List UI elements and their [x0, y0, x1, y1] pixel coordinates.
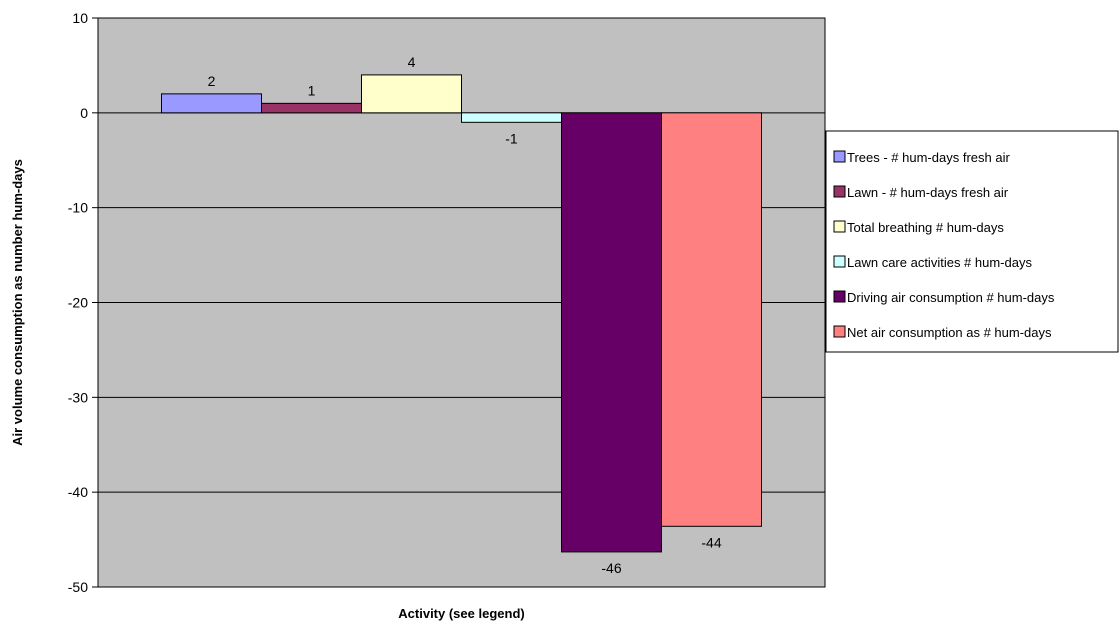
- legend-label: Trees - # hum-days fresh air: [847, 150, 1010, 165]
- legend: Trees - # hum-days fresh air Lawn - # hum…: [825, 130, 1119, 353]
- bar: [361, 74, 462, 114]
- legend-label: Driving air consumption # hum-days: [847, 290, 1055, 305]
- y-tick-label: -20: [68, 295, 88, 311]
- data-label: 4: [408, 54, 416, 70]
- y-tick-label: 0: [80, 105, 88, 121]
- legend-label: Net air consumption as # hum-days: [847, 325, 1052, 340]
- legend-label: Lawn - # hum-days fresh air: [847, 185, 1009, 200]
- x-axis-title: Activity (see legend): [398, 606, 524, 621]
- y-tick-label: 10: [72, 10, 88, 26]
- y-tick-label: -50: [68, 579, 88, 595]
- legend-swatch: [833, 150, 846, 163]
- y-tick-label: -40: [68, 484, 88, 500]
- bar: [261, 102, 362, 114]
- data-label: -46: [601, 560, 621, 576]
- bars: [161, 74, 762, 553]
- bar: [661, 112, 762, 527]
- y-axis: 10 0 -10 -20 -30 -40 -50: [68, 10, 98, 595]
- bar: [461, 112, 562, 123]
- data-label: -44: [701, 534, 721, 550]
- legend-swatch: [833, 325, 846, 338]
- legend-swatch: [833, 185, 846, 198]
- legend-label: Total breathing # hum-days: [847, 220, 1004, 235]
- y-tick-label: -30: [68, 389, 88, 405]
- legend-swatch: [833, 220, 846, 233]
- data-label: 2: [208, 73, 216, 89]
- legend-swatch: [833, 255, 846, 268]
- legend-box: [825, 130, 1119, 353]
- y-axis-title: Air volume consumption as number hum-day…: [10, 159, 25, 446]
- y-tick-label: -10: [68, 200, 88, 216]
- data-label: 1: [308, 82, 316, 98]
- bar: [161, 93, 262, 114]
- data-label: -1: [505, 130, 518, 146]
- data-labels: 2 1 4 -1 -46 -44: [208, 54, 722, 576]
- legend-label: Lawn care activities # hum-days: [847, 255, 1032, 270]
- legend-swatch: [833, 290, 846, 303]
- bar: [561, 112, 662, 553]
